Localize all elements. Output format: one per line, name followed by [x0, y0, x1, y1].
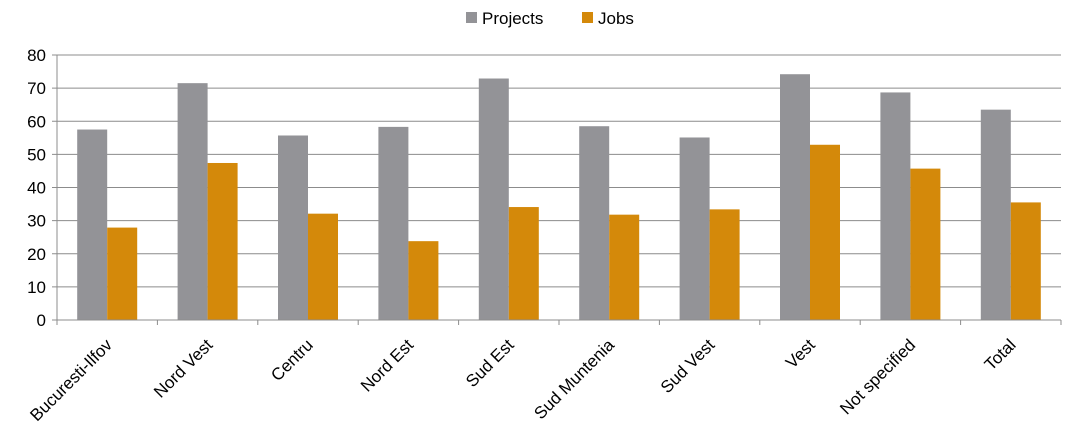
- bar-projects: [780, 74, 810, 321]
- legend-swatch-projects: [466, 12, 477, 23]
- y-tick-label: 0: [37, 311, 46, 330]
- x-tick-label: Sud Vest: [657, 335, 719, 397]
- bar-jobs: [709, 209, 740, 320]
- legend: Projects Jobs: [466, 9, 634, 28]
- x-tick-label: Nord Est: [357, 335, 417, 395]
- x-axis-tick-labels: Bucuresti-Ilfov Nord Vest Centru Nord Est Su…: [26, 335, 1019, 425]
- legend-label-jobs: Jobs: [598, 9, 634, 28]
- bar-jobs: [508, 207, 539, 320]
- y-tick-label: 30: [27, 212, 46, 231]
- y-tick-label: 60: [27, 112, 46, 131]
- x-tick-label: Vest: [782, 335, 819, 372]
- bar-jobs: [1010, 202, 1041, 320]
- x-tick-label: Total: [981, 335, 1020, 374]
- y-axis-tick-labels: 0 10 20 30 40 50 60 70 80: [27, 46, 46, 330]
- bar-projects: [478, 78, 509, 320]
- bar-projects: [980, 109, 1011, 320]
- bar-projects: [579, 126, 610, 320]
- x-tick-label: Sud Muntenia: [530, 335, 618, 423]
- bar-projects: [378, 126, 409, 320]
- y-tick-label: 10: [27, 278, 46, 297]
- bar-jobs: [408, 241, 439, 320]
- legend-label-projects: Projects: [482, 9, 543, 28]
- bar-jobs: [308, 213, 338, 320]
- bar-projects: [177, 83, 208, 320]
- bar-jobs: [609, 214, 640, 320]
- bar-jobs: [207, 162, 238, 320]
- bar-jobs: [910, 168, 941, 320]
- y-tick-label: 70: [27, 79, 46, 98]
- axes: [52, 54, 1062, 325]
- x-tick-label: Bucuresti-Ilfov: [26, 335, 116, 425]
- x-tick-label: Nord Vest: [150, 335, 216, 401]
- bar-jobs: [107, 227, 138, 320]
- bar-projects: [880, 92, 911, 321]
- legend-swatch-jobs: [582, 12, 593, 23]
- y-tick-label: 40: [27, 179, 46, 198]
- x-tick-label: Centru: [267, 335, 317, 385]
- y-tick-label: 20: [27, 245, 46, 264]
- bars: [77, 74, 1041, 321]
- bar-jobs: [810, 144, 840, 320]
- bar-projects: [77, 129, 108, 320]
- bar-projects: [679, 137, 710, 320]
- x-tick-label: Sud Est: [462, 335, 518, 391]
- x-tick-label: Not specified: [836, 335, 919, 418]
- y-tick-label: 50: [27, 145, 46, 164]
- bar-projects: [278, 135, 308, 320]
- y-tick-label: 80: [27, 46, 46, 65]
